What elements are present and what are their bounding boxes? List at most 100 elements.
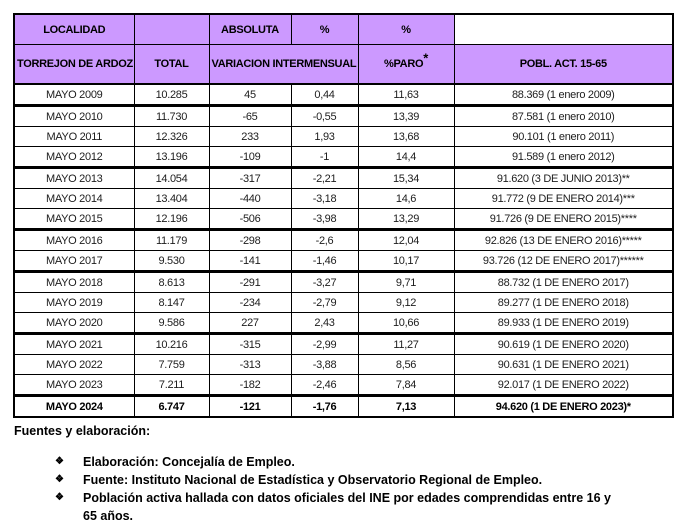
header-total: TOTAL xyxy=(133,44,210,85)
cell-total: 9.530 xyxy=(133,250,210,273)
cell-variation-absolute: -141 xyxy=(208,250,292,273)
cell-variation-percent: -2,79 xyxy=(290,292,359,313)
cell-month: MAYO 2021 xyxy=(13,333,135,355)
cell-total: 8.613 xyxy=(133,271,210,293)
cell-total: 7.759 xyxy=(133,354,210,375)
diamond-bullet-icon: ❖ xyxy=(55,456,64,467)
cell-variation-percent: 1,93 xyxy=(290,126,359,147)
cell-variation-absolute: 227 xyxy=(208,312,292,335)
cell-variation-percent: -1,46 xyxy=(290,250,359,273)
list-item: ❖ Elaboración: Concejalía de Empleo. xyxy=(55,453,655,471)
cell-variation-absolute: 45 xyxy=(208,83,292,107)
cell-month: MAYO 2009 xyxy=(13,83,135,107)
cell-month: MAYO 2013 xyxy=(13,167,135,189)
header-localidad: LOCALIDAD xyxy=(13,13,135,45)
cell-month: MAYO 2011 xyxy=(13,126,135,147)
cell-total: 9.586 xyxy=(133,312,210,335)
cell-active-population: 92.826 (13 DE ENERO 2016)***** xyxy=(453,229,674,251)
header-pct-left: % xyxy=(290,13,359,45)
list-item: ❖ Población activa hallada con datos ofi… xyxy=(55,489,655,521)
cell-total: 12.326 xyxy=(133,126,210,147)
table-row: MAYO 2019 8.147 -234 -2,79 9,12 89.277 (… xyxy=(13,292,674,313)
cell-month: MAYO 2019 xyxy=(13,292,135,313)
header-row-2: TORREJON DE ARDOZ TOTAL VARIACION INTERM… xyxy=(13,44,674,85)
list-item-text: Elaboración: Concejalía de Empleo. xyxy=(83,453,655,471)
cell-total: 8.147 xyxy=(133,292,210,313)
cell-variation-absolute: -440 xyxy=(208,188,292,209)
cell-paro-percent: 13,39 xyxy=(357,105,455,127)
cell-paro-percent: 10,66 xyxy=(357,312,455,335)
cell-month: MAYO 2017 xyxy=(13,250,135,273)
cell-active-population: 91.772 (9 DE ENERO 2014)*** xyxy=(453,188,674,209)
cell-paro-percent: 12,04 xyxy=(357,229,455,251)
cell-total: 11.730 xyxy=(133,105,210,127)
cell-variation-percent: -2,6 xyxy=(290,229,359,251)
cell-variation-percent: -2,46 xyxy=(290,374,359,397)
table-row: MAYO 2012 13.196 -109 -1 14,4 91.589 (1 … xyxy=(13,146,674,169)
table-row: MAYO 2009 10.285 45 0,44 11,63 88.369 (1… xyxy=(13,83,674,107)
cell-total: 6.747 xyxy=(133,395,210,418)
table-row: MAYO 2014 13.404 -440 -3,18 14,6 91.772 … xyxy=(13,188,674,209)
table-row: MAYO 2017 9.530 -141 -1,46 10,17 93.726 … xyxy=(13,250,674,273)
cell-variation-absolute: -315 xyxy=(208,333,292,355)
cell-paro-percent: 7,13 xyxy=(357,395,455,418)
cell-variation-absolute: -234 xyxy=(208,292,292,313)
cell-variation-absolute: -65 xyxy=(208,105,292,127)
cell-paro-percent: 14,6 xyxy=(357,188,455,209)
header-blank-white xyxy=(453,13,674,45)
cell-total: 11.179 xyxy=(133,229,210,251)
list-item-line: Elaboración: Concejalía de Empleo. xyxy=(83,455,295,469)
cell-active-population: 90.631 (1 DE ENERO 2021) xyxy=(453,354,674,375)
table-body: MAYO 2009 10.285 45 0,44 11,63 88.369 (1… xyxy=(13,83,674,418)
cell-variation-absolute: -291 xyxy=(208,271,292,293)
cell-paro-percent: 9,12 xyxy=(357,292,455,313)
cell-paro-percent: 11,63 xyxy=(357,83,455,107)
header-pobl: POBL. ACT. 15-65 xyxy=(453,44,674,85)
cell-month: MAYO 2010 xyxy=(13,105,135,127)
unemployment-table: LOCALIDAD ABSOLUTA % % TORREJON DE ARDOZ… xyxy=(13,13,674,418)
cell-variation-percent: 0,44 xyxy=(290,83,359,107)
cell-active-population: 88.369 (1 enero 2009) xyxy=(453,83,674,107)
list-item-text: Fuente: Instituto Nacional de Estadístic… xyxy=(83,471,655,489)
table-row: MAYO 2023 7.211 -182 -2,46 7,84 92.017 (… xyxy=(13,374,674,397)
cell-variation-percent: -3,98 xyxy=(290,208,359,231)
header-pct-right: % xyxy=(357,13,455,45)
header-row-1: LOCALIDAD ABSOLUTA % % xyxy=(13,13,674,45)
table-row: MAYO 2020 9.586 227 2,43 10,66 89.933 (1… xyxy=(13,312,674,335)
cell-active-population: 90.619 (1 DE ENERO 2020) xyxy=(453,333,674,355)
table-row: MAYO 2016 11.179 -298 -2,6 12,04 92.826 … xyxy=(13,229,674,251)
table-row: MAYO 2018 8.613 -291 -3,27 9,71 88.732 (… xyxy=(13,271,674,293)
cell-active-population: 91.726 (9 DE ENERO 2015)**** xyxy=(453,208,674,231)
diamond-bullet-icon: ❖ xyxy=(55,474,64,485)
table-row: MAYO 2011 12.326 233 1,93 13,68 90.101 (… xyxy=(13,126,674,147)
sources-title: Fuentes y elaboración: xyxy=(14,424,151,438)
cell-variation-percent: 2,43 xyxy=(290,312,359,335)
cell-variation-absolute: 233 xyxy=(208,126,292,147)
cell-active-population: 87.581 (1 enero 2010) xyxy=(453,105,674,127)
cell-paro-percent: 14,4 xyxy=(357,146,455,169)
cell-variation-percent: -2,99 xyxy=(290,333,359,355)
cell-paro-percent: 9,71 xyxy=(357,271,455,293)
cell-month: MAYO 2020 xyxy=(13,312,135,335)
cell-month: MAYO 2015 xyxy=(13,208,135,231)
cell-month: MAYO 2023 xyxy=(13,374,135,397)
header-variacion: VARIACION INTERMENSUAL xyxy=(208,44,359,85)
header-paro-asterisk: * xyxy=(423,50,428,66)
cell-variation-percent: -3,27 xyxy=(290,271,359,293)
list-item-text: Población activa hallada con datos ofici… xyxy=(83,489,655,521)
cell-paro-percent: 10,17 xyxy=(357,250,455,273)
cell-active-population: 94.620 (1 DE ENERO 2023)* xyxy=(453,395,674,418)
cell-active-population: 91.589 (1 enero 2012) xyxy=(453,146,674,169)
cell-variation-absolute: -313 xyxy=(208,354,292,375)
cell-variation-percent: -3,88 xyxy=(290,354,359,375)
cell-total: 10.216 xyxy=(133,333,210,355)
cell-paro-percent: 8,56 xyxy=(357,354,455,375)
table-head: LOCALIDAD ABSOLUTA % % TORREJON DE ARDOZ… xyxy=(13,13,674,85)
cell-total: 14.054 xyxy=(133,167,210,189)
cell-variation-absolute: -317 xyxy=(208,167,292,189)
cell-month: MAYO 2014 xyxy=(13,188,135,209)
cell-month: MAYO 2024 xyxy=(13,395,135,418)
cell-variation-absolute: -121 xyxy=(208,395,292,418)
cell-variation-absolute: -506 xyxy=(208,208,292,231)
header-paro-label: %PARO xyxy=(383,58,424,70)
